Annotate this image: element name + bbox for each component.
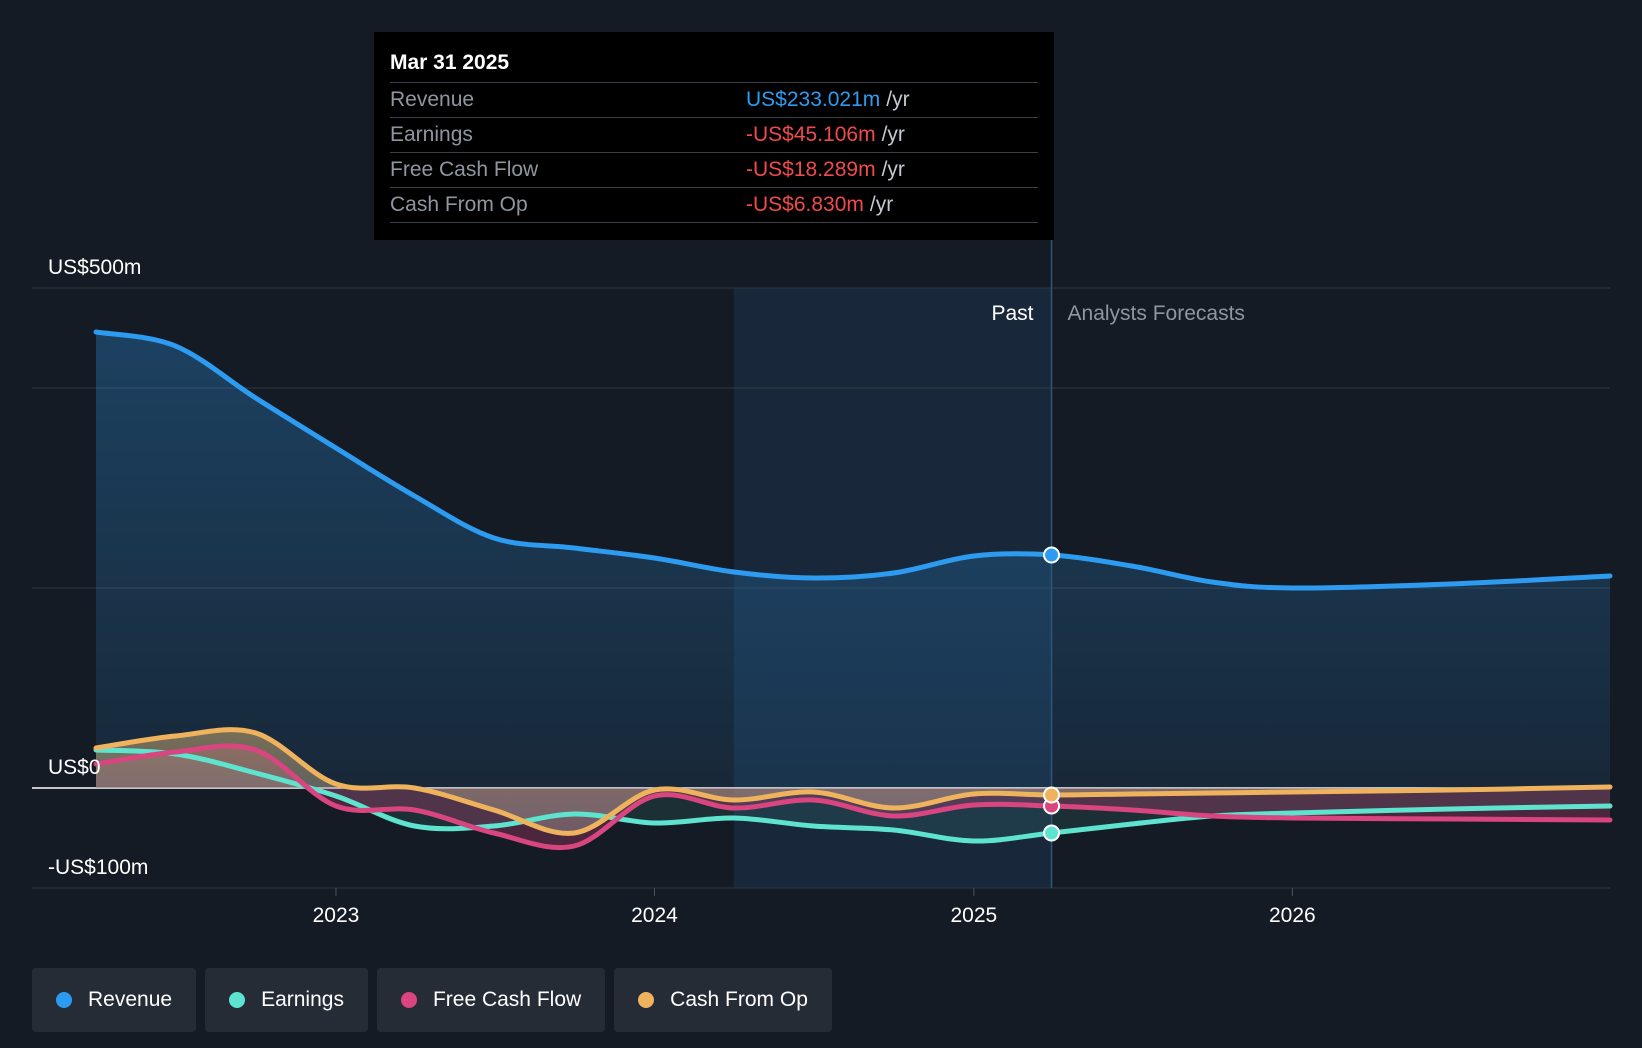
series-lines — [93, 329, 1613, 851]
cash-from-op-line — [93, 727, 1613, 836]
tooltip-label: Revenue — [390, 88, 475, 111]
tooltip-label: Earnings — [390, 123, 473, 146]
tooltip-date: Mar 31 2025 — [390, 46, 1038, 83]
past-label: Past — [991, 302, 1033, 325]
series-areas — [96, 332, 1610, 848]
x-tick-label: 2026 — [1269, 904, 1316, 927]
legend-item-free-cash-flow[interactable]: Free Cash Flow — [376, 968, 606, 1032]
tooltip-value: -US$18.289m — [746, 158, 876, 181]
y-tick-label: US$0 — [48, 756, 101, 779]
cash-from-op-dot-icon — [638, 992, 655, 1008]
tooltip-value: -US$6.830m — [746, 193, 864, 216]
earnings-marker — [1043, 824, 1061, 842]
free-cash-flow-dot-icon — [400, 992, 417, 1008]
legend-item-earnings[interactable]: Earnings — [205, 968, 368, 1032]
tooltip-unit: /yr — [881, 158, 905, 181]
tooltip-unit: /yr — [881, 123, 905, 146]
x-tick-label: 2023 — [313, 904, 360, 927]
series-markers — [1043, 546, 1061, 842]
x-axis-labels: 2023 2024 2025 2026 — [313, 888, 1316, 927]
tooltip-unit: /yr — [886, 88, 910, 111]
revenue-area — [96, 332, 1610, 788]
legend: Revenue Earnings Free Cash Flow Cash Fro… — [32, 968, 832, 1032]
tooltip-value: US$233.021m — [746, 88, 881, 111]
tooltip-row-earnings: Earnings -US$45.106m/yr — [390, 118, 1038, 153]
y-tick-label: US$500m — [48, 256, 141, 279]
revenue-dot-icon — [56, 992, 72, 1008]
legend-label: Cash From Op — [670, 988, 808, 1011]
tooltip-row-cash-from-op: Cash From Op -US$6.830m/yr — [390, 188, 1038, 223]
tooltip-label: Cash From Op — [390, 193, 528, 216]
forecast-label: Analysts Forecasts — [1068, 302, 1245, 325]
cash-from-op-area — [96, 729, 1610, 834]
x-tick-label: 2024 — [631, 904, 678, 927]
tooltip-row-free-cash-flow: Free Cash Flow -US$18.289m/yr — [390, 153, 1038, 188]
earnings-dot-icon — [229, 992, 246, 1008]
tooltip-label: Free Cash Flow — [390, 158, 539, 181]
x-tick-label: 2025 — [950, 904, 997, 927]
legend-label: Revenue — [88, 988, 173, 1011]
revenue-marker — [1043, 546, 1061, 564]
earnings-line — [93, 747, 1613, 844]
legend-label: Free Cash Flow — [432, 988, 582, 1011]
cash-from-op-marker — [1043, 786, 1061, 804]
legend-item-revenue[interactable]: Revenue — [32, 968, 197, 1032]
tooltip-value: -US$45.106m — [746, 123, 876, 146]
y-axis-labels: US$500m US$0 -US$100m — [48, 256, 148, 879]
revenue-line — [93, 329, 1613, 591]
tooltip-unit: /yr — [869, 193, 894, 216]
legend-item-cash-from-op[interactable]: Cash From Op — [614, 968, 832, 1032]
tooltip: Mar 31 2025 Revenue US$233.021m/yr Earni… — [374, 32, 1054, 240]
y-tick-label: -US$100m — [48, 856, 148, 879]
free-cash-flow-line — [93, 743, 1613, 851]
legend-label: Earnings — [261, 988, 344, 1011]
tooltip-row-revenue: Revenue US$233.021m/yr — [390, 83, 1038, 118]
